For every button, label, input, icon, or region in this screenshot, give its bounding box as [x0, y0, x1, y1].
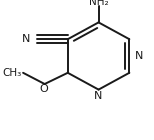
Text: O: O — [40, 84, 48, 94]
Text: NH₂: NH₂ — [89, 0, 108, 7]
Text: N: N — [135, 51, 143, 61]
Text: N: N — [22, 34, 30, 44]
Text: CH₃: CH₃ — [2, 68, 21, 79]
Text: N: N — [94, 91, 103, 101]
